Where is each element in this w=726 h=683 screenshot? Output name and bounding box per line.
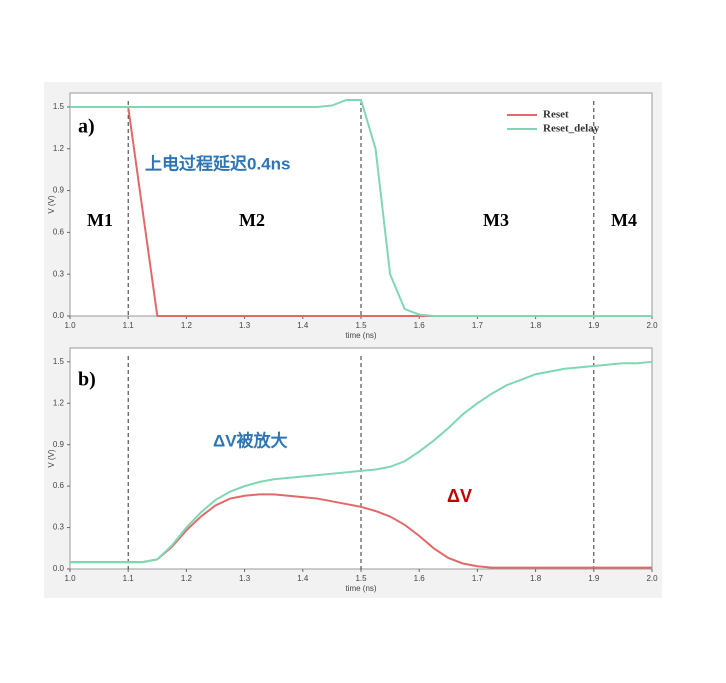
annotation: ΔV (447, 486, 472, 506)
y-tick-label: 1.5 (53, 357, 65, 366)
y-tick-label: 0.6 (53, 227, 65, 236)
x-tick-label: 1.1 (123, 574, 135, 583)
y-axis-label: V (V) (47, 449, 56, 468)
y-tick-label: 0.3 (53, 523, 65, 532)
x-tick-label: 1.3 (239, 321, 251, 330)
series-line (70, 360, 653, 564)
x-tick-label: 1.7 (472, 321, 484, 330)
x-tick-label: 2.0 (646, 321, 658, 330)
y-tick-label: 0.0 (53, 311, 65, 320)
x-tick-label: 1.9 (588, 321, 600, 330)
x-tick-label: 1.6 (414, 321, 426, 330)
x-tick-label: 1.5 (355, 321, 367, 330)
region-label: M1 (87, 210, 113, 230)
region-label: M3 (483, 210, 509, 230)
x-tick-label: 1.9 (588, 574, 600, 583)
plot-area (69, 347, 653, 570)
x-tick-label: 1.6 (414, 574, 426, 583)
x-tick-label: 2.0 (646, 574, 658, 583)
y-tick-label: 0.0 (53, 564, 65, 573)
x-axis-label: time (ns) (345, 584, 376, 593)
region-label: M4 (611, 210, 637, 230)
y-tick-label: 0.6 (53, 481, 65, 490)
x-tick-label: 1.8 (530, 321, 542, 330)
legend-label: Reset_delay (543, 123, 600, 135)
series-line (70, 98, 652, 317)
annotation: ΔV被放大 (213, 430, 288, 450)
y-axis-label: V (V) (47, 195, 56, 214)
y-tick-label: 0.9 (53, 186, 65, 195)
x-tick-label: 1.7 (472, 574, 484, 583)
x-tick-label: 1.2 (181, 321, 193, 330)
x-tick-label: 1.0 (64, 321, 76, 330)
x-axis-label: time (ns) (345, 331, 376, 340)
y-tick-label: 1.5 (53, 102, 65, 111)
region-label: M2 (239, 210, 265, 230)
x-tick-label: 1.1 (123, 321, 135, 330)
y-tick-label: 0.3 (53, 269, 65, 278)
x-tick-label: 1.0 (64, 574, 76, 583)
x-tick-label: 1.5 (355, 574, 367, 583)
panel-label: b) (78, 369, 96, 391)
x-tick-label: 1.4 (297, 574, 309, 583)
y-tick-label: 0.9 (53, 440, 65, 449)
x-tick-label: 1.4 (297, 321, 309, 330)
x-tick-label: 1.2 (181, 574, 193, 583)
legend-label: Reset (543, 109, 569, 121)
y-tick-label: 1.2 (53, 144, 65, 153)
panel-label: a) (78, 116, 95, 138)
y-tick-label: 1.2 (53, 398, 65, 407)
annotation: 上电过程延迟0.4ns (145, 153, 290, 173)
x-tick-label: 1.8 (530, 574, 542, 583)
x-tick-label: 1.3 (239, 574, 251, 583)
